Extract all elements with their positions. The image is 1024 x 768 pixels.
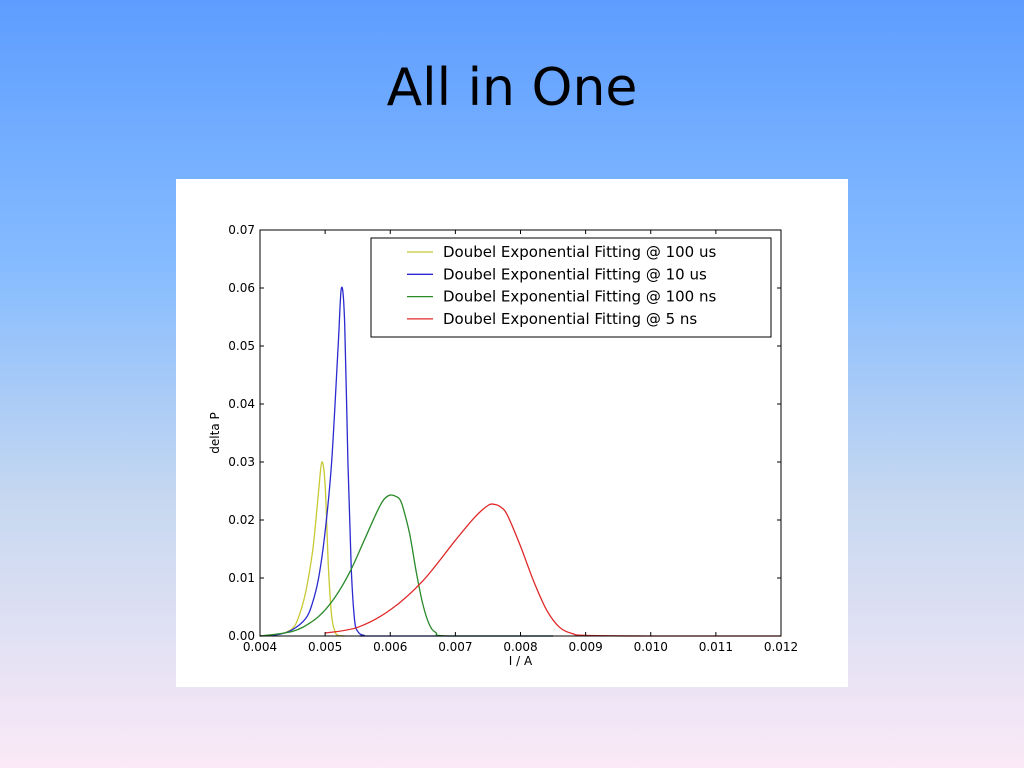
legend-label-2: Doubel Exponential Fitting @ 10 us bbox=[443, 265, 707, 283]
x-tick-label: 0.010 bbox=[634, 640, 668, 654]
y-tick-label: 0.06 bbox=[228, 281, 255, 295]
series-line-1 bbox=[259, 461, 345, 637]
x-tick-label: 0.004 bbox=[243, 640, 277, 654]
y-tick-label: 0.02 bbox=[228, 513, 255, 527]
legend: Doubel Exponential Fitting @ 100 us Doube… bbox=[370, 237, 772, 338]
chart-panel: 0.004 0.005 0.006 0.007 0.008 0.009 0.010 0.011… bbox=[176, 179, 848, 687]
x-tick-label: 0.008 bbox=[503, 640, 537, 654]
legend-label-4: Doubel Exponential Fitting @ 5 ns bbox=[443, 310, 697, 328]
y-tick-label: 0.00 bbox=[228, 629, 255, 643]
y-tick-label: 0.03 bbox=[228, 455, 255, 469]
legend-box bbox=[370, 237, 772, 338]
x-tick-label: 0.012 bbox=[764, 640, 798, 654]
y-tick-label: 0.04 bbox=[228, 397, 255, 411]
x-tick-label: 0.005 bbox=[308, 640, 342, 654]
axis-ticks bbox=[259, 229, 782, 637]
y-tick-label: 0.07 bbox=[228, 223, 255, 237]
slide-title: All in One bbox=[386, 58, 638, 118]
y-tick-label: 0.05 bbox=[228, 339, 255, 353]
x-tick-label: 0.007 bbox=[438, 640, 472, 654]
x-tick-label: 0.009 bbox=[568, 640, 602, 654]
series-line-2 bbox=[259, 286, 554, 637]
x-axis-label: I / A bbox=[509, 654, 533, 668]
line-chart: 0.004 0.005 0.006 0.007 0.008 0.009 0.010 0.011… bbox=[208, 223, 798, 668]
series-lines bbox=[259, 286, 781, 637]
series-line-4 bbox=[325, 503, 781, 637]
series-line-3 bbox=[259, 494, 554, 637]
x-tick-label: 0.011 bbox=[699, 640, 733, 654]
legend-label-3: Doubel Exponential Fitting @ 100 ns bbox=[443, 288, 716, 306]
legend-label-1: Doubel Exponential Fitting @ 100 us bbox=[443, 243, 716, 261]
tick-labels: 0.004 0.005 0.006 0.007 0.008 0.009 0.010 0.011… bbox=[228, 223, 798, 654]
x-tick-label: 0.006 bbox=[373, 640, 407, 654]
y-tick-label: 0.01 bbox=[228, 571, 255, 585]
y-axis-label: delta P bbox=[208, 412, 222, 453]
